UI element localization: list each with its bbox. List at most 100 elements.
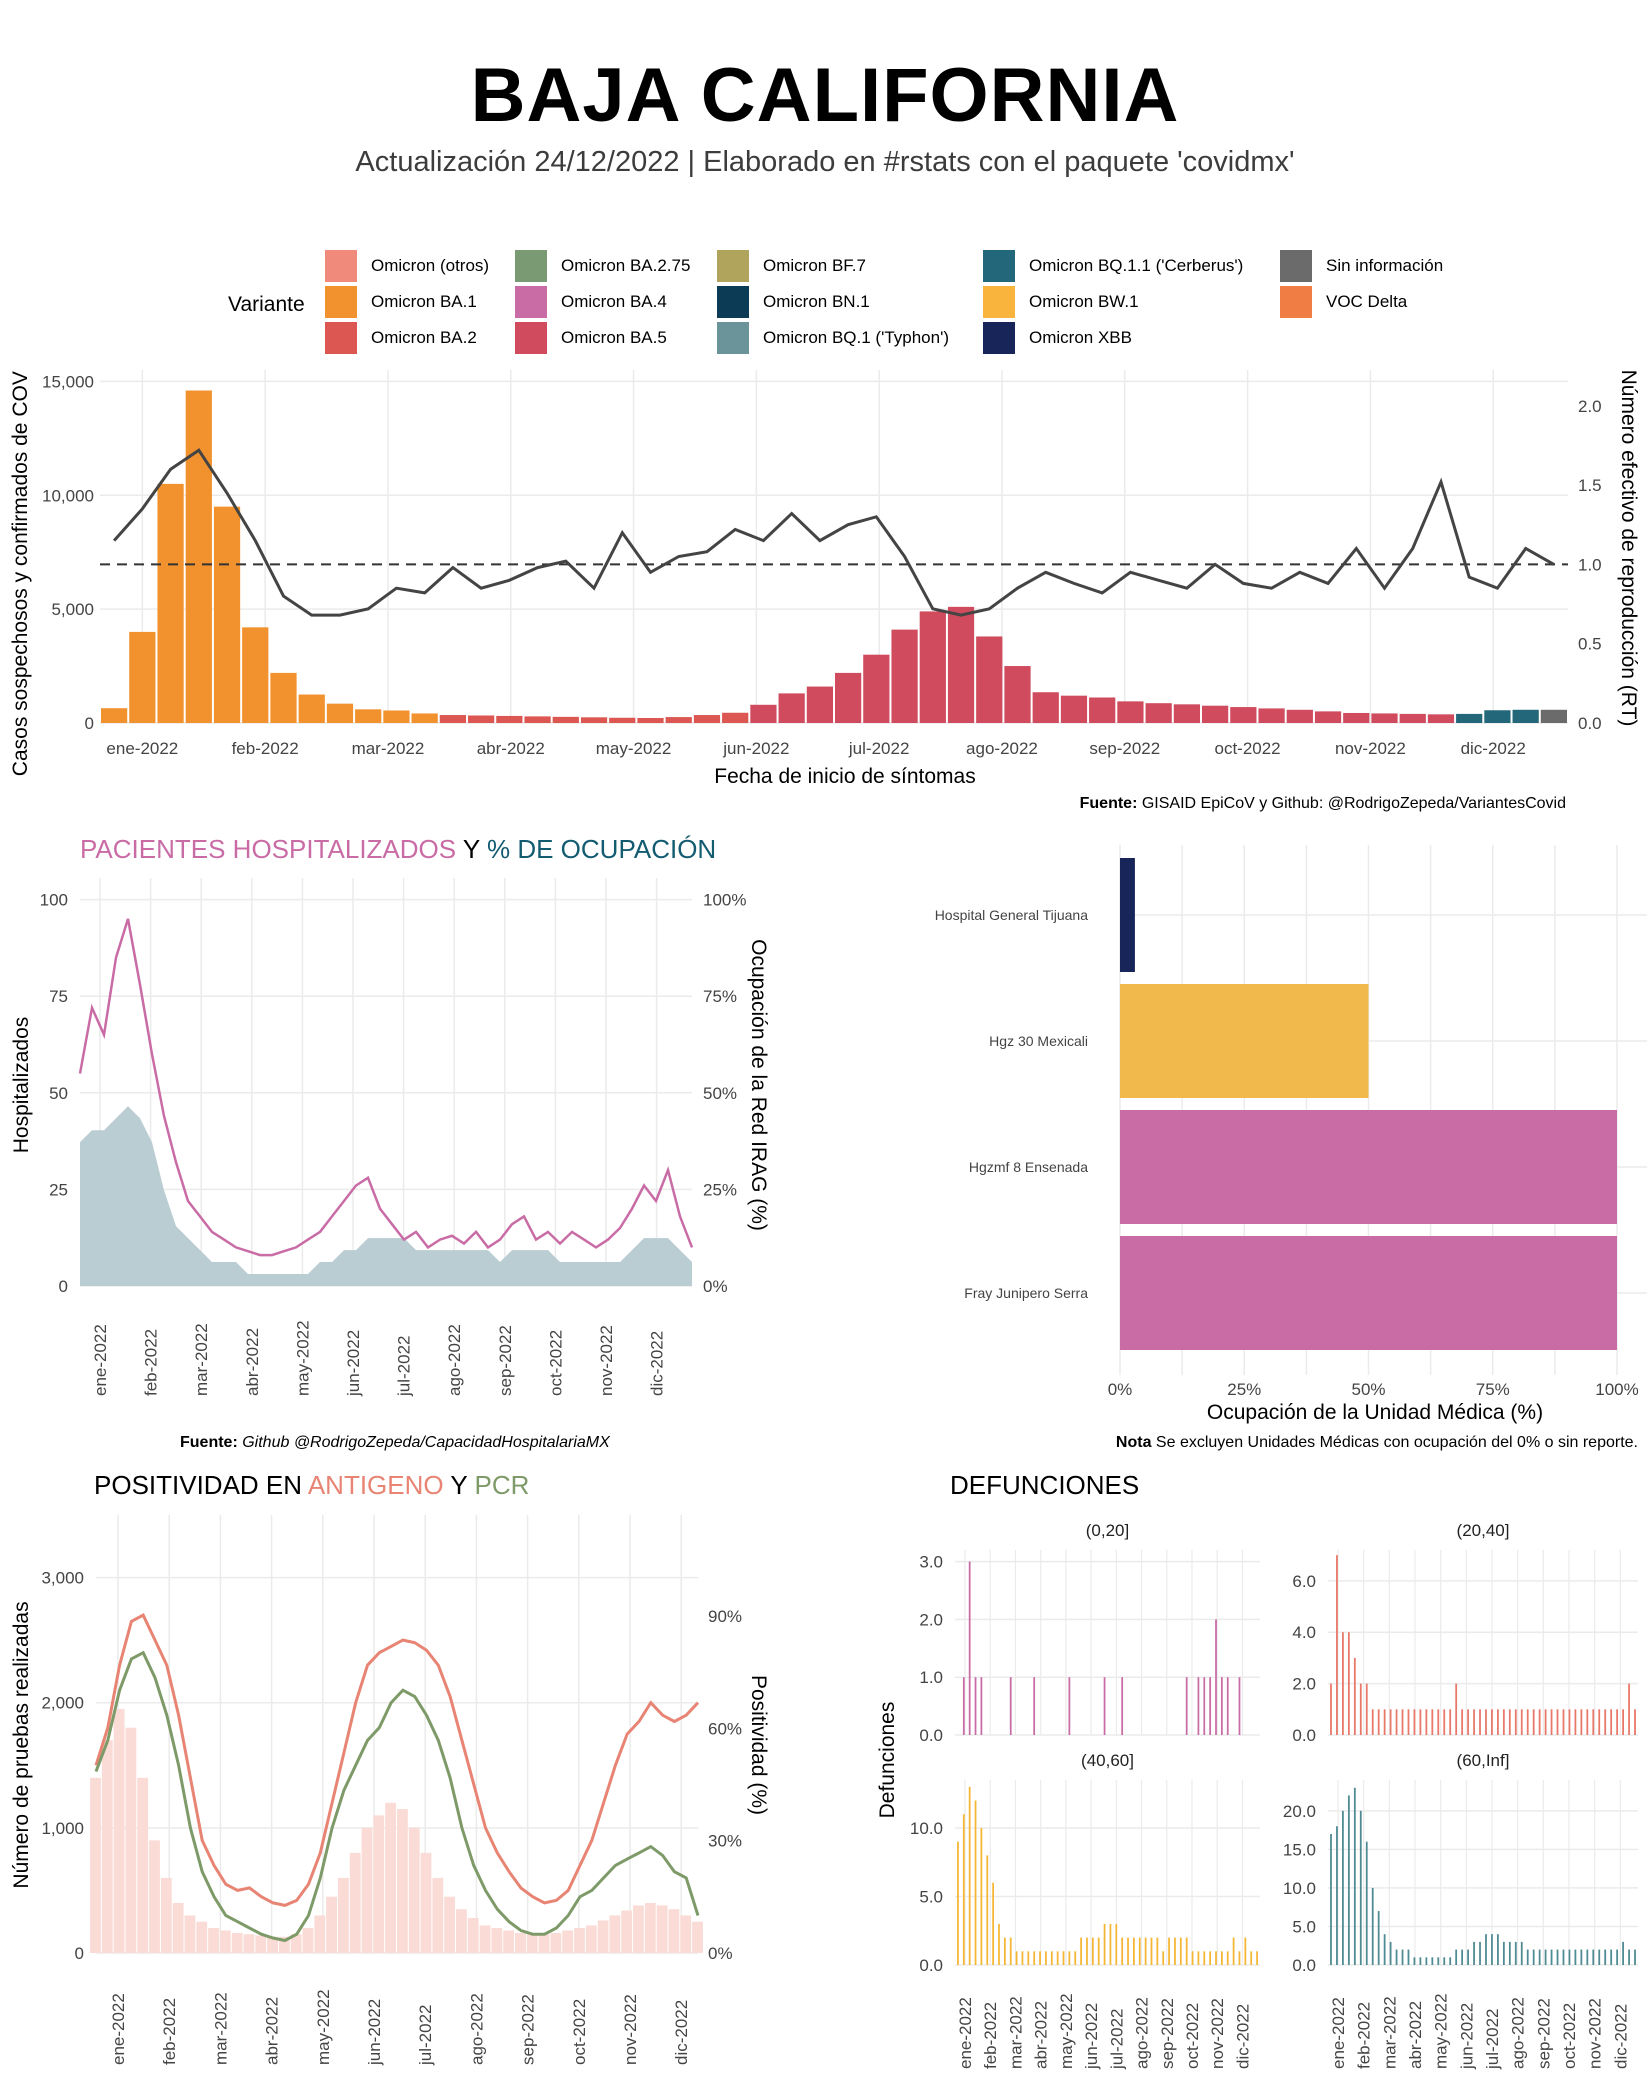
death-bar <box>1491 1934 1493 1965</box>
x-tick-label: ago-2022 <box>467 1993 486 2065</box>
y-tick-label: 15,000 <box>42 372 94 391</box>
death-bar <box>1568 1949 1571 1965</box>
test-volume-bar <box>113 1708 125 1953</box>
test-volume-bar <box>172 1902 184 1953</box>
death-bar <box>1197 1951 1200 1965</box>
case-bar <box>609 717 636 723</box>
x-tick-label: oct-2022 <box>1560 2003 1579 2069</box>
death-bar <box>1395 1709 1398 1735</box>
death-bar <box>1226 1951 1229 1965</box>
legend-swatch <box>515 286 547 318</box>
x-tick-label: jun-2022 <box>344 1330 363 1397</box>
test-volume-bar <box>219 1930 231 1953</box>
x-tick-label: abr-2022 <box>1032 2001 1051 2069</box>
x-tick-label: nov-2022 <box>1335 739 1406 758</box>
positivity-chart: ene-2022 feb-2022 mar-2022 abr-2022 may-2022… <box>10 1515 770 2066</box>
x-tick-label: feb-2022 <box>232 739 299 758</box>
y-tick-label: 75 <box>49 987 68 1006</box>
death-bar <box>1610 1709 1613 1735</box>
death-bar <box>1455 1683 1458 1735</box>
x-tick-label: nov-2022 <box>1586 1998 1605 2069</box>
x-tick-label: abr-2022 <box>1406 2001 1425 2069</box>
legend-item-voc-delta: VOC Delta <box>1280 286 1407 318</box>
legend-swatch <box>983 286 1015 318</box>
x-tick-label: dic-2022 <box>1233 2004 1252 2069</box>
x-tick-label: ago-2022 <box>445 1324 464 1396</box>
death-bar <box>1508 1941 1511 1965</box>
death-bar <box>1514 1941 1517 1965</box>
case-bar <box>891 629 918 723</box>
x-tick-label: mar-2022 <box>352 739 425 758</box>
test-volume-bar <box>574 1927 585 1953</box>
death-bar <box>1174 1937 1176 1965</box>
death-bar <box>1449 1957 1452 1965</box>
legend-swatch <box>515 322 547 354</box>
death-bar <box>1383 1709 1386 1735</box>
test-volume-bar <box>456 1909 467 1953</box>
death-bar <box>1419 1709 1422 1735</box>
death-bar <box>986 1855 989 1965</box>
legend-item-omicron-xbb: Omicron XBB <box>983 322 1132 354</box>
death-bar <box>1562 1949 1565 1965</box>
death-bar <box>1628 1949 1630 1965</box>
x-tick-label: mar-2022 <box>211 1992 230 2065</box>
test-volume-bar <box>432 1877 444 1953</box>
legend-item-sin-informaci-n: Sin información <box>1280 250 1443 282</box>
legend-swatch <box>983 250 1015 282</box>
death-bar <box>1185 1937 1188 1965</box>
y2-tick-label: 2.0 <box>1578 397 1602 416</box>
legend-label: Omicron BQ.1 ('Typhon') <box>763 328 949 347</box>
legend-swatch <box>983 322 1015 354</box>
case-bar <box>213 506 241 723</box>
death-bar <box>1550 1949 1553 1965</box>
death-bar <box>1604 1709 1607 1735</box>
case-bar <box>665 717 692 723</box>
y-tick-label: 5,000 <box>51 600 94 619</box>
test-volume-bar <box>491 1927 503 1953</box>
x-tick-label: abr-2022 <box>263 1997 282 2065</box>
positivity-line-pcr <box>94 1650 700 1943</box>
case-bar <box>806 686 833 723</box>
death-bar <box>1238 1951 1241 1965</box>
case-bar <box>185 390 212 723</box>
facet-label: (40,60] <box>1081 1751 1134 1770</box>
x-tick-label: oct-2022 <box>1183 2003 1202 2069</box>
x-tick-label: may-2022 <box>314 1989 333 2065</box>
variant-legend: Omicron (otros) Omicron BA.1 Omicron BA.2 O… <box>325 250 1525 360</box>
x-tick-label: feb-2022 <box>1355 2002 1374 2069</box>
death-bar <box>1115 1923 1118 1965</box>
case-bar <box>778 693 805 723</box>
death-bar <box>1395 1949 1398 1965</box>
death-bar <box>1389 1709 1392 1735</box>
y2-axis-label: Positividad (%) <box>747 1675 770 1815</box>
death-bar <box>968 1561 971 1735</box>
case-bar <box>270 672 297 723</box>
y2-tick-label: 25% <box>703 1180 737 1199</box>
case-bar <box>1117 701 1144 723</box>
test-volume-bar <box>255 1935 267 1953</box>
x-tick-label: mar-2022 <box>1380 1996 1399 2069</box>
case-bar <box>1371 713 1398 723</box>
legend-item-omicron-ba-2-75: Omicron BA.2.75 <box>515 250 690 282</box>
death-bar <box>1407 1949 1410 1965</box>
test-volume-bar <box>680 1915 692 1953</box>
death-bar <box>1520 1941 1523 1965</box>
death-bar <box>1514 1709 1517 1735</box>
death-bar <box>1179 1937 1182 1965</box>
hosp-title-part2: Y <box>456 834 487 864</box>
death-bar <box>1091 1937 1094 1965</box>
case-bar <box>1089 697 1116 723</box>
death-bar <box>1086 1937 1088 1965</box>
test-volume-bar <box>585 1925 597 1953</box>
death-bar <box>1574 1709 1577 1735</box>
x-tick-label: oct-2022 <box>1214 739 1280 758</box>
death-bar <box>1419 1957 1422 1965</box>
rt-line <box>112 448 1555 617</box>
death-bar <box>1074 1951 1077 1965</box>
x-tick-label: 100% <box>1595 1380 1638 1399</box>
death-bar <box>1003 1937 1006 1965</box>
facet-label: (20,40] <box>1457 1521 1510 1540</box>
death-bar <box>1544 1949 1547 1965</box>
legend-label: Omicron BA.1 <box>371 292 477 311</box>
y-tick-label: 0 <box>59 1277 68 1296</box>
